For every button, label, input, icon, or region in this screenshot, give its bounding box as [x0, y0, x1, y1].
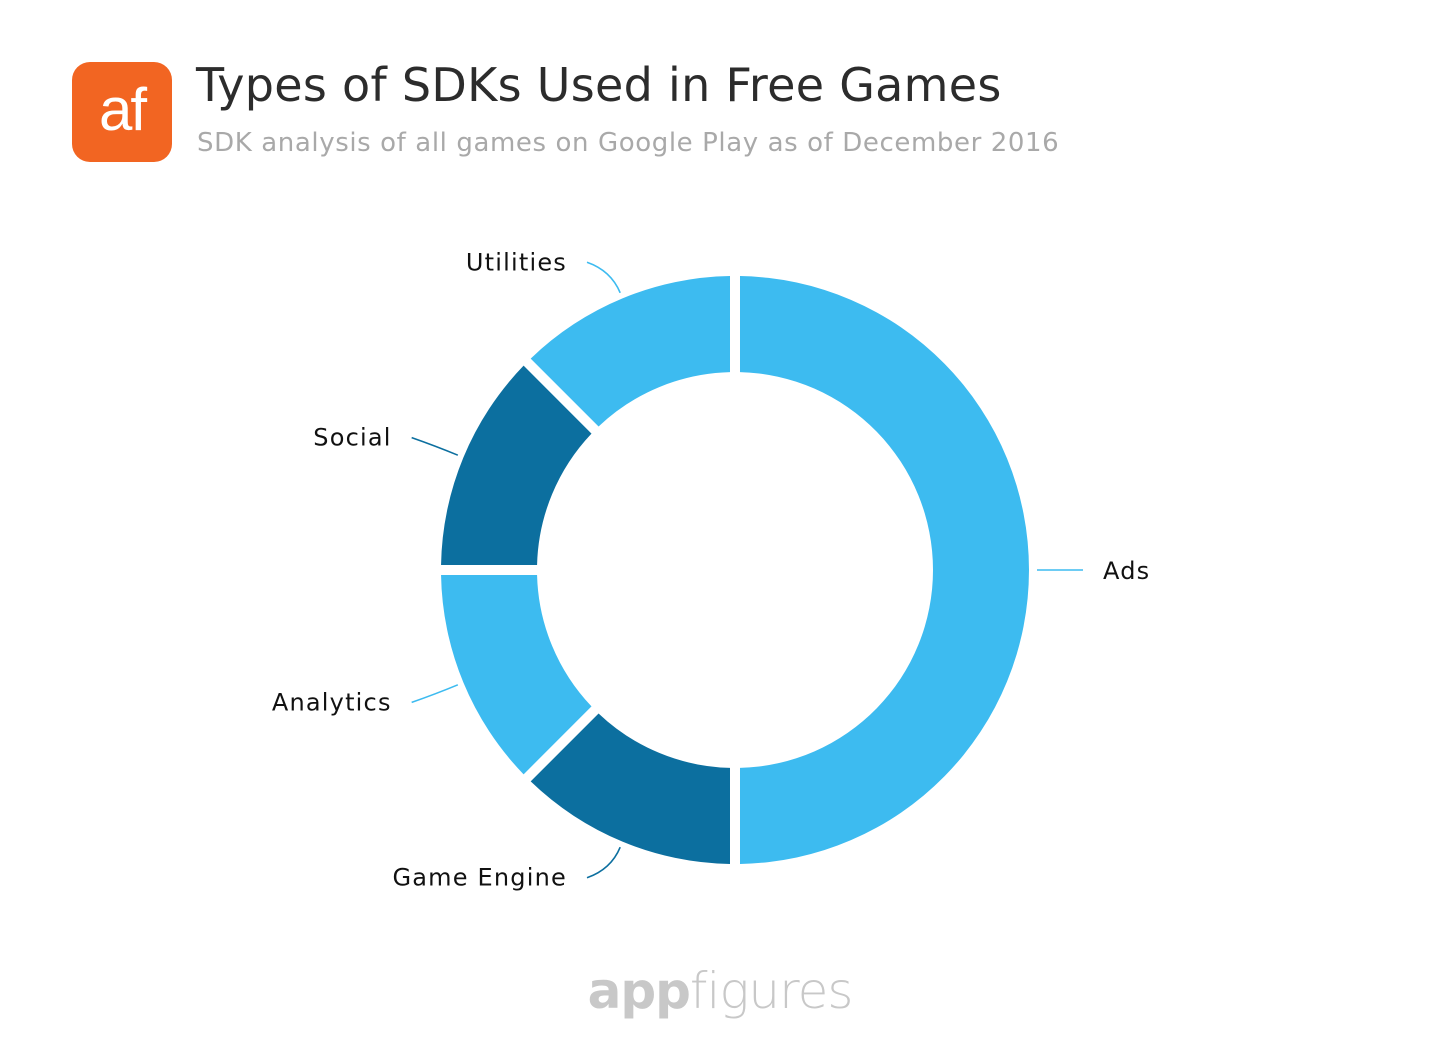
leader-line-game-engine	[586, 846, 621, 879]
chart-title: Types of SDKs Used in Free Games	[196, 58, 1002, 112]
leader-line-social	[411, 436, 459, 456]
label-game-engine: Game Engine	[392, 864, 567, 892]
leader-line-utilities	[586, 261, 621, 294]
wordmark-app: app	[587, 962, 691, 1020]
slice-social	[441, 365, 592, 566]
label-utilities: Utilities	[466, 248, 567, 276]
leader-line-analytics	[411, 684, 459, 704]
slice-ads	[739, 276, 1029, 864]
slice-analytics	[441, 574, 592, 775]
wordmark-figures: figures	[689, 962, 853, 1020]
label-social: Social	[313, 424, 391, 452]
logo-text: af	[98, 76, 147, 143]
slice-utilities	[530, 276, 731, 427]
label-ads: Ads	[1103, 557, 1150, 585]
chart-subtitle: SDK analysis of all games on Google Play…	[197, 128, 1060, 158]
appfigures-wordmark: appfigures	[0, 962, 1440, 1020]
appfigures-logo-badge: af	[72, 62, 172, 162]
slice-game-engine	[530, 713, 731, 864]
label-analytics: Analytics	[272, 688, 392, 716]
